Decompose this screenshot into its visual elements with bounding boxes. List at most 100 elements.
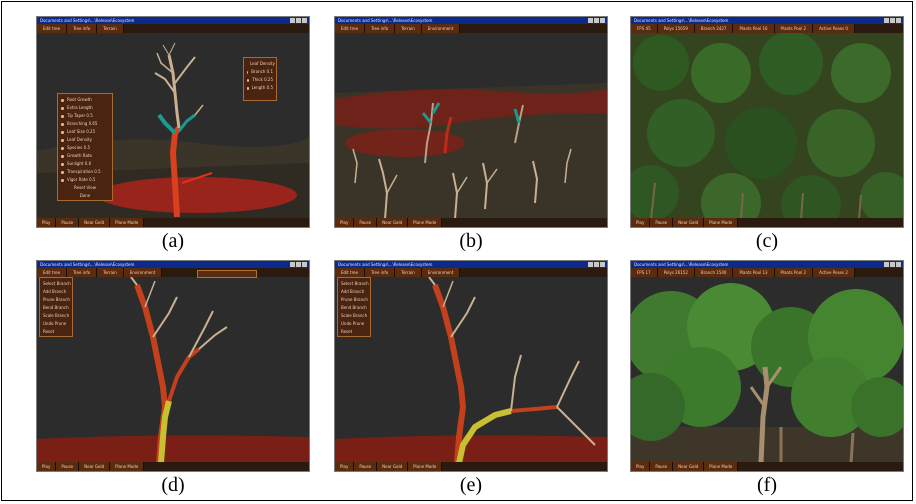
- radio-icon[interactable]: [61, 106, 64, 110]
- play-button[interactable]: Play: [37, 218, 57, 227]
- menu-item[interactable]: Environment: [123, 268, 163, 277]
- parameter-row[interactable]: Vigor Rate 0.5: [61, 176, 109, 184]
- parameter-row[interactable]: Length 0.5: [247, 84, 273, 92]
- menu-item[interactable]: Tree info: [365, 268, 396, 277]
- scale-branch-button[interactable]: Scale Branch: [43, 313, 70, 318]
- reset-button[interactable]: Reset: [43, 329, 55, 334]
- prune-branch-button[interactable]: Prune Branch: [341, 297, 368, 302]
- play-button[interactable]: Play: [335, 462, 355, 471]
- undo-prune-button[interactable]: Undo Prune: [43, 321, 67, 326]
- window-controls[interactable]: [290, 262, 307, 267]
- near-gold-button[interactable]: Near Gold: [673, 218, 705, 227]
- close-icon[interactable]: [896, 262, 901, 267]
- pause-button[interactable]: Pause: [650, 218, 674, 227]
- parameter-row[interactable]: Reset View: [74, 185, 96, 190]
- plane-mode-button[interactable]: Plane Mode: [110, 462, 145, 471]
- minimize-icon[interactable]: [588, 18, 593, 23]
- parameter-row[interactable]: Thick 0.25: [247, 76, 273, 84]
- radio-icon[interactable]: [61, 98, 64, 102]
- parameter-row[interactable]: Leaf Density: [61, 136, 109, 144]
- menu-item[interactable]: Terrain: [395, 268, 422, 277]
- menu-item[interactable]: Environment: [421, 268, 461, 277]
- radio-icon[interactable]: [61, 162, 64, 166]
- minimize-icon[interactable]: [588, 262, 593, 267]
- near-gold-button[interactable]: Near Gold: [377, 218, 409, 227]
- play-button[interactable]: Play: [335, 218, 355, 227]
- plane-mode-button[interactable]: Plane Mode: [408, 218, 443, 227]
- window-controls[interactable]: [884, 18, 901, 23]
- radio-icon[interactable]: [61, 122, 64, 126]
- pause-button[interactable]: Pause: [354, 462, 378, 471]
- pause-button[interactable]: Pause: [56, 462, 80, 471]
- maximize-icon[interactable]: [296, 18, 301, 23]
- radio-icon[interactable]: [61, 146, 64, 150]
- minimize-icon[interactable]: [290, 18, 295, 23]
- 3d-viewport[interactable]: [631, 33, 903, 219]
- menu-item[interactable]: Tree info: [67, 268, 98, 277]
- 3d-viewport[interactable]: [631, 277, 903, 463]
- select-branch-button[interactable]: Select Branch: [43, 281, 71, 286]
- window-controls[interactable]: [588, 18, 605, 23]
- radio-icon[interactable]: [247, 70, 249, 74]
- menu-item[interactable]: Edit tree: [37, 24, 68, 33]
- near-gold-button[interactable]: Near Gold: [377, 462, 409, 471]
- close-icon[interactable]: [302, 262, 307, 267]
- menu-item[interactable]: Environment: [421, 24, 461, 33]
- play-button[interactable]: Play: [631, 218, 651, 227]
- menu-item[interactable]: Terrain: [97, 24, 124, 33]
- play-button[interactable]: Play: [631, 462, 651, 471]
- pause-button[interactable]: Pause: [650, 462, 674, 471]
- menu-item[interactable]: Edit tree: [335, 24, 366, 33]
- radio-icon[interactable]: [247, 78, 250, 82]
- menu-item[interactable]: Edit tree: [335, 268, 366, 277]
- bend-branch-button[interactable]: Bend Branch: [43, 305, 69, 310]
- done-button[interactable]: Done: [79, 193, 91, 198]
- pause-button[interactable]: Pause: [56, 218, 80, 227]
- plane-mode-button[interactable]: Plane Mode: [704, 218, 739, 227]
- menu-item[interactable]: Tree info: [67, 24, 98, 33]
- radio-icon[interactable]: [61, 130, 64, 134]
- maximize-icon[interactable]: [296, 262, 301, 267]
- radio-icon[interactable]: [61, 178, 64, 182]
- parameter-row[interactable]: Branching 0.65: [61, 120, 109, 128]
- select-branch-button[interactable]: Select Branch: [341, 281, 369, 286]
- close-icon[interactable]: [896, 18, 901, 23]
- 3d-viewport[interactable]: [335, 33, 607, 219]
- menu-item[interactable]: Terrain: [97, 268, 124, 277]
- add-branch-button[interactable]: Add Branch: [341, 289, 365, 294]
- window-controls[interactable]: [290, 18, 307, 23]
- play-button[interactable]: Play: [37, 462, 57, 471]
- maximize-icon[interactable]: [890, 18, 895, 23]
- parameter-row[interactable]: Extra Length: [61, 104, 109, 112]
- window-controls[interactable]: [588, 262, 605, 267]
- add-branch-button[interactable]: Add Branch: [43, 289, 67, 294]
- maximize-icon[interactable]: [594, 18, 599, 23]
- radio-icon[interactable]: [61, 154, 64, 158]
- prune-branch-button[interactable]: Prune Branch: [43, 297, 70, 302]
- minimize-icon[interactable]: [884, 262, 889, 267]
- maximize-icon[interactable]: [890, 262, 895, 267]
- plane-mode-button[interactable]: Plane Mode: [110, 218, 145, 227]
- bend-branch-button[interactable]: Bend Branch: [341, 305, 367, 310]
- parameter-row[interactable]: Growth Rate: [61, 152, 109, 160]
- menu-item[interactable]: Edit tree: [37, 268, 68, 277]
- close-icon[interactable]: [600, 18, 605, 23]
- pause-button[interactable]: Pause: [354, 218, 378, 227]
- 3d-viewport[interactable]: [335, 277, 607, 463]
- minimize-icon[interactable]: [290, 262, 295, 267]
- plane-mode-button[interactable]: Plane Mode: [408, 462, 443, 471]
- parameter-row[interactable]: Tip Taper 0.5: [61, 112, 109, 120]
- near-gold-button[interactable]: Near Gold: [673, 462, 705, 471]
- close-icon[interactable]: [600, 262, 605, 267]
- minimize-icon[interactable]: [884, 18, 889, 23]
- radio-icon[interactable]: [61, 138, 64, 142]
- parameter-row[interactable]: Sunlight 0.6: [61, 160, 109, 168]
- close-icon[interactable]: [302, 18, 307, 23]
- near-gold-button[interactable]: Near Gold: [79, 218, 111, 227]
- radio-icon[interactable]: [61, 114, 64, 118]
- parameter-row[interactable]: Root Growth: [61, 96, 109, 104]
- plane-mode-button[interactable]: Plane Mode: [704, 462, 739, 471]
- text-input[interactable]: [197, 270, 257, 278]
- near-gold-button[interactable]: Near Gold: [79, 462, 111, 471]
- maximize-icon[interactable]: [594, 262, 599, 267]
